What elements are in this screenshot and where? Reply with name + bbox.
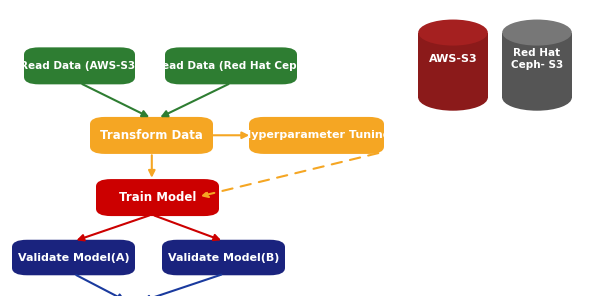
Text: Hyperparameter Tuning: Hyperparameter Tuning: [242, 131, 391, 140]
FancyBboxPatch shape: [165, 47, 297, 84]
Bar: [502, 33, 572, 98]
Bar: [418, 33, 488, 98]
Ellipse shape: [418, 20, 488, 46]
Text: AWS-S3: AWS-S3: [428, 54, 478, 64]
Text: Read Data (Red Hat Ceph): Read Data (Red Hat Ceph): [154, 61, 308, 71]
Text: Transform Data: Transform Data: [100, 129, 203, 142]
Text: Train Model: Train Model: [119, 191, 196, 204]
FancyBboxPatch shape: [162, 240, 285, 275]
Text: Read Data (AWS-S3): Read Data (AWS-S3): [20, 61, 139, 71]
Ellipse shape: [502, 20, 572, 46]
FancyBboxPatch shape: [96, 179, 219, 216]
FancyBboxPatch shape: [90, 117, 213, 154]
Text: Red Hat
Ceph- S3: Red Hat Ceph- S3: [511, 49, 563, 70]
Ellipse shape: [502, 85, 572, 111]
Ellipse shape: [418, 85, 488, 111]
Text: Validate Model(B): Validate Model(B): [168, 252, 279, 263]
FancyBboxPatch shape: [249, 117, 384, 154]
FancyBboxPatch shape: [12, 240, 135, 275]
Text: Validate Model(A): Validate Model(A): [17, 252, 130, 263]
FancyBboxPatch shape: [24, 47, 135, 84]
